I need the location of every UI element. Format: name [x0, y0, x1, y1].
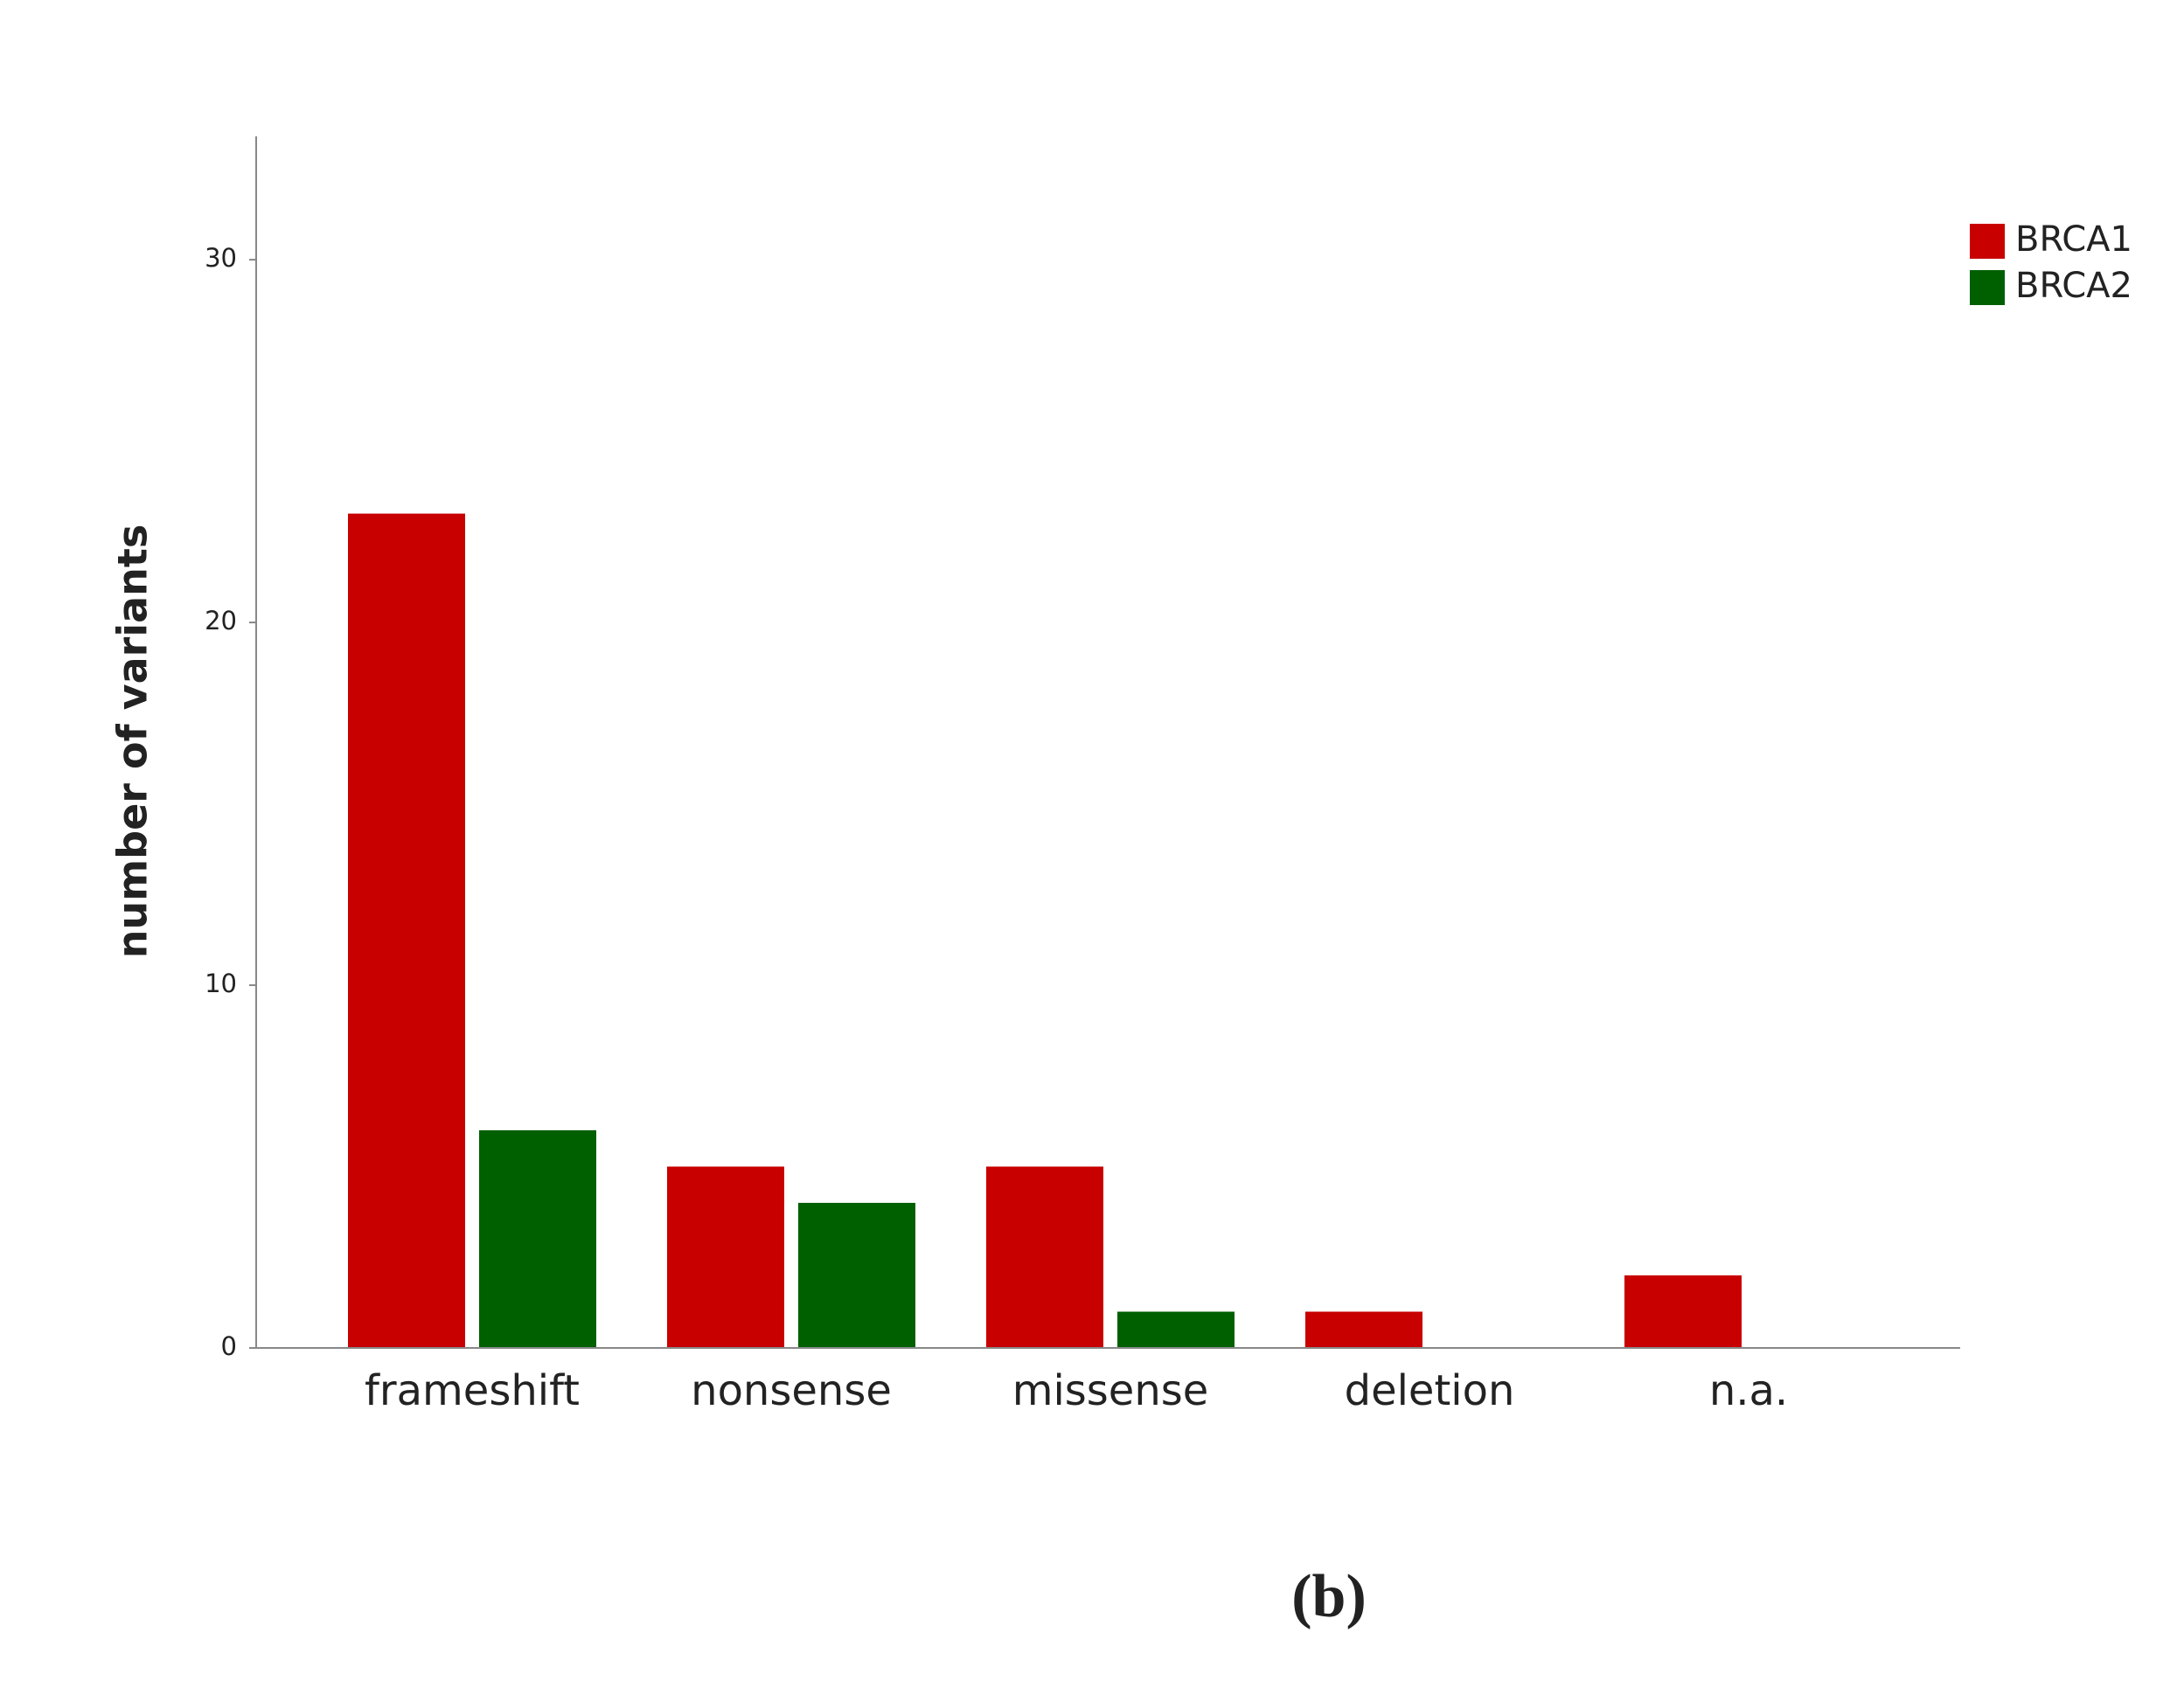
x-tick-label: nonsense [691, 1366, 892, 1415]
bar [798, 1203, 915, 1348]
x-tick-label: frameshift [365, 1366, 580, 1415]
legend-label: BRCA2 [2015, 266, 2132, 306]
bar [1117, 1311, 1235, 1348]
legend-swatch [1970, 224, 2005, 259]
legend-label: BRCA1 [2015, 219, 2132, 260]
y-axis-label: number of variants [109, 524, 156, 959]
y-tick-label: 10 [205, 969, 237, 998]
legend-swatch [1970, 270, 2005, 305]
caption: (b) [1291, 1563, 1367, 1630]
y-tick-label: 30 [205, 243, 237, 273]
bar [348, 513, 465, 1348]
bar [1305, 1311, 1422, 1348]
x-tick-label: deletion [1345, 1366, 1515, 1415]
bar [479, 1130, 596, 1348]
bar [667, 1166, 784, 1348]
bar [986, 1166, 1103, 1348]
x-tick-label: missense [1012, 1366, 1209, 1415]
y-tick-label: 0 [221, 1331, 237, 1361]
x-tick-label: n.a. [1709, 1366, 1788, 1415]
y-tick-label: 20 [205, 606, 237, 636]
bar [1624, 1275, 1742, 1348]
